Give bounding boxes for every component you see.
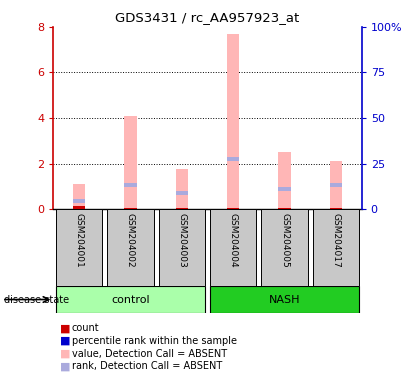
Text: NASH: NASH [269,295,300,305]
Bar [227,157,239,161]
Bar [124,116,136,209]
Bar [278,152,291,209]
Bar [210,209,256,286]
Title: GDS3431 / rc_AA957923_at: GDS3431 / rc_AA957923_at [115,11,300,24]
Bar [107,209,154,286]
Text: value, Detection Call = ABSENT: value, Detection Call = ABSENT [72,349,227,359]
Bar [176,169,188,209]
Bar [210,286,359,313]
Text: percentile rank within the sample: percentile rank within the sample [72,336,237,346]
Bar [261,209,308,286]
Bar [176,208,188,209]
Text: control: control [111,295,150,305]
Text: rank, Detection Call = ABSENT: rank, Detection Call = ABSENT [72,361,222,371]
Text: GSM204001: GSM204001 [75,213,83,268]
Text: ■: ■ [60,361,70,371]
Text: GSM204003: GSM204003 [178,213,186,268]
Bar [176,191,188,195]
Bar [278,208,291,209]
Text: ■: ■ [60,349,70,359]
Bar [278,187,291,191]
Bar [124,208,136,209]
Text: ■: ■ [60,336,70,346]
Bar [73,199,85,204]
Text: GSM204005: GSM204005 [280,213,289,268]
Bar [73,206,85,209]
Text: ■: ■ [60,323,70,333]
Bar [227,34,239,209]
Bar [330,161,342,209]
Bar [56,286,205,313]
Text: GSM204004: GSM204004 [229,213,238,268]
Bar [330,208,342,209]
Bar [73,184,85,209]
Bar [56,209,102,286]
Bar [159,209,205,286]
Text: count: count [72,323,99,333]
Bar [124,183,136,187]
Text: GSM204017: GSM204017 [332,213,340,268]
Text: disease state: disease state [4,295,69,305]
Bar [330,183,342,187]
Bar [227,208,239,209]
Text: GSM204002: GSM204002 [126,213,135,268]
Bar [313,209,359,286]
